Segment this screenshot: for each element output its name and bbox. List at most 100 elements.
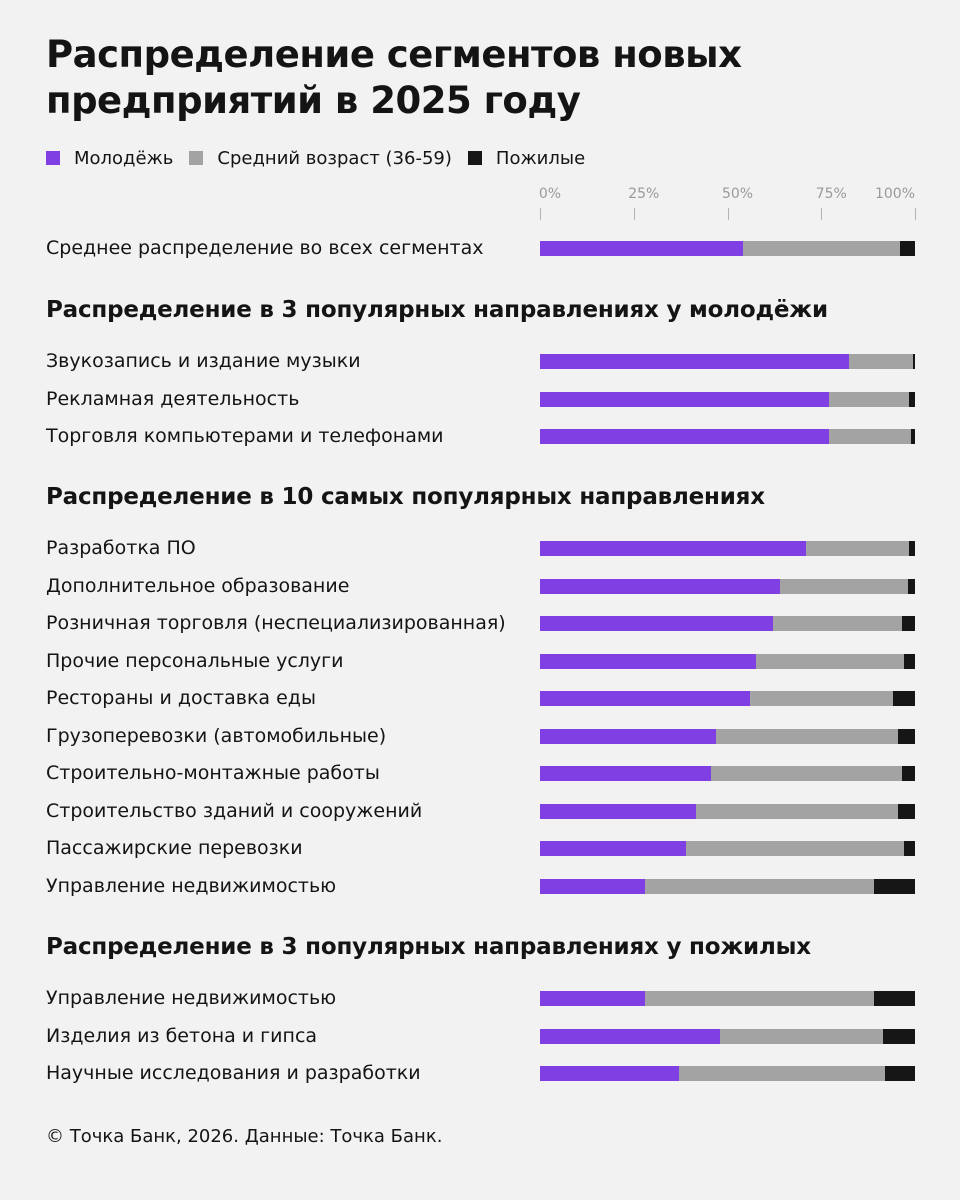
bar-segment-youth xyxy=(540,1028,720,1044)
bar-row: Управление недвижимостью xyxy=(0,983,960,1013)
bar-segment-youth xyxy=(540,653,756,669)
bar-segment-elderly xyxy=(898,803,915,819)
bar-segment-middle-age xyxy=(710,766,902,781)
legend-item-elderly: Пожилые xyxy=(467,147,586,169)
bar-row: Торговля компьютерами и телефонами xyxy=(0,421,960,451)
bar-segment-middle-age xyxy=(772,616,902,631)
category-label: Грузоперевозки (автомобильные) xyxy=(46,724,387,747)
x-tick-mark xyxy=(915,208,916,220)
bar-segment-middle-age xyxy=(695,803,899,819)
section-title: Распределение в 3 популярных направления… xyxy=(46,934,811,960)
stacked-bar xyxy=(540,1028,915,1044)
bar-segment-middle-age xyxy=(828,429,912,444)
bar-segment-middle-age xyxy=(806,541,910,556)
bar-segment-middle-age xyxy=(849,354,914,369)
bar-row: Изделия из бетона и гипса xyxy=(0,1021,960,1051)
bar-segment-elderly xyxy=(900,241,915,256)
bar-segment-elderly xyxy=(892,691,915,706)
bar-segment-elderly xyxy=(911,429,915,444)
bar-row: Среднее распределение во всех сегментах xyxy=(0,233,960,263)
bar-segment-middle-age xyxy=(720,1028,884,1044)
bar-row: Розничная торговля (неспециализированная… xyxy=(0,608,960,638)
x-tick-label: 50% xyxy=(721,186,754,202)
bar-segment-youth xyxy=(540,241,743,256)
bar-segment-middle-age xyxy=(645,991,874,1006)
bar-row: Рекламная деятельность xyxy=(0,384,960,414)
x-tick-mark xyxy=(540,208,541,220)
bar-segment-middle-age xyxy=(686,841,904,856)
stacked-bar xyxy=(540,728,915,744)
category-label: Строительство зданий и сооружений xyxy=(46,799,423,822)
bar-segment-youth xyxy=(540,429,829,444)
legend-item-youth: Молодёжь xyxy=(46,148,173,169)
bar-segment-youth xyxy=(540,803,696,819)
legend-label-middle-age: Средний возраст (36-59) xyxy=(217,147,452,169)
stacked-bar xyxy=(540,991,915,1006)
bar-segment-youth xyxy=(540,616,773,631)
bar-segment-youth xyxy=(540,391,829,407)
bar-segment-elderly xyxy=(903,653,915,669)
category-label: Дополнительное образование xyxy=(46,574,350,597)
x-tick-mark xyxy=(728,208,729,220)
stacked-bar xyxy=(540,354,915,369)
legend-swatch-elderly xyxy=(467,151,482,165)
x-tick-label: 100% xyxy=(874,186,916,202)
bar-segment-middle-age xyxy=(678,1066,885,1081)
x-tick-mark xyxy=(634,208,635,220)
x-tick-label: 25% xyxy=(628,186,660,202)
bar-row: Строительно-монтажные работы xyxy=(0,758,960,788)
bar-segment-youth xyxy=(540,991,645,1006)
category-label: Пассажирские перевозки xyxy=(46,837,303,859)
bar-row: Рестораны и доставка еды xyxy=(0,683,960,713)
bar-row: Разработка ПО xyxy=(0,533,960,563)
bar-row: Пассажирские перевозки xyxy=(0,833,960,863)
legend-label-elderly: Пожилые xyxy=(495,147,586,169)
bar-segment-elderly xyxy=(907,578,915,594)
footer-source: © Точка Банк, 2026. Данные: Точка Банк. xyxy=(46,1126,443,1147)
x-tick-mark xyxy=(821,208,822,220)
stacked-bar xyxy=(540,391,915,407)
section-title: Распределение в 10 самых популярных напр… xyxy=(46,484,765,510)
bar-segment-youth xyxy=(540,1066,679,1081)
bar-row: Грузоперевозки (автомобильные) xyxy=(0,721,960,751)
section-title: Распределение в 3 популярных направления… xyxy=(46,297,828,323)
bar-segment-middle-age xyxy=(742,241,900,256)
category-label: Розничная торговля (неспециализированная… xyxy=(46,612,506,634)
stacked-bar xyxy=(540,1066,915,1081)
bar-segment-middle-age xyxy=(755,653,904,669)
bar-segment-elderly xyxy=(873,878,915,894)
stacked-bar xyxy=(540,578,915,594)
bar-row: Дополнительное образование xyxy=(0,571,960,601)
bar-segment-middle-age xyxy=(716,728,899,744)
bar-segment-youth xyxy=(540,691,750,706)
category-label: Рестораны и доставка еды xyxy=(46,687,316,709)
bar-segment-elderly xyxy=(901,766,915,781)
x-axis: 0% 25% 50% 75% 100% xyxy=(0,186,960,230)
bar-segment-elderly xyxy=(883,1028,915,1044)
bar-segment-youth xyxy=(540,541,807,556)
bar-segment-elderly xyxy=(885,1066,915,1081)
category-label: Рекламная деятельность xyxy=(46,387,300,410)
category-label: Разработка ПО xyxy=(46,537,196,559)
bar-segment-middle-age xyxy=(780,578,908,594)
category-label: Среднее распределение во всех сегментах xyxy=(46,237,484,259)
bar-segment-youth xyxy=(540,841,687,856)
bar-segment-elderly xyxy=(913,354,915,369)
stacked-bar xyxy=(540,766,915,781)
stacked-bar xyxy=(540,541,915,556)
stacked-bar xyxy=(540,241,915,256)
legend-label-youth: Молодёжь xyxy=(74,147,174,169)
bar-row: Строительство зданий и сооружений xyxy=(0,796,960,826)
bar-segment-youth xyxy=(540,578,780,594)
legend: Молодёжь Средний возраст (36-59) Пожилые xyxy=(46,146,601,170)
bar-segment-youth xyxy=(540,354,850,369)
bar-segment-youth xyxy=(540,766,711,781)
bar-segment-elderly xyxy=(873,991,915,1006)
bar-segment-middle-age xyxy=(828,391,910,407)
x-tick-label: 75% xyxy=(815,186,847,202)
category-label: Строительно-монтажные работы xyxy=(46,762,380,784)
category-label: Управление недвижимостью xyxy=(46,874,337,897)
bar-segment-elderly xyxy=(903,841,915,856)
stacked-bar xyxy=(540,691,915,706)
bar-row: Научные исследования и разработки xyxy=(0,1058,960,1088)
